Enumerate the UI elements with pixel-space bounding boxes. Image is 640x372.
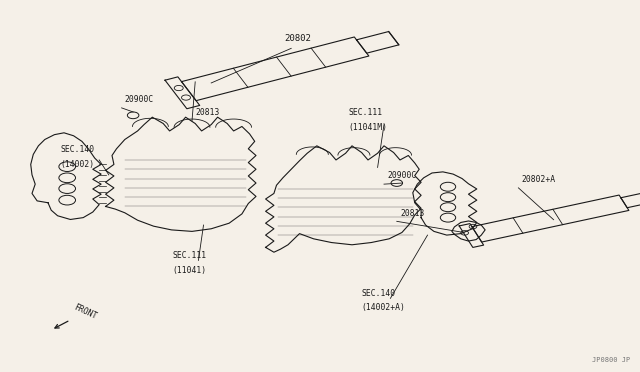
- Text: (11041): (11041): [173, 266, 207, 275]
- Text: 20813: 20813: [400, 209, 424, 218]
- Text: 20813: 20813: [195, 108, 220, 117]
- Text: (14002+A): (14002+A): [362, 304, 406, 312]
- Text: 20802: 20802: [284, 34, 311, 43]
- Text: (11041M): (11041M): [349, 123, 388, 132]
- Text: 20900C: 20900C: [125, 95, 154, 104]
- Text: 20802+A: 20802+A: [522, 175, 556, 184]
- Text: SEC.111: SEC.111: [173, 251, 207, 260]
- Text: SEC.140: SEC.140: [61, 145, 95, 154]
- Text: 20900C: 20900C: [387, 171, 417, 180]
- Text: SEC.140: SEC.140: [362, 289, 396, 298]
- Text: JP0800 JP: JP0800 JP: [592, 357, 630, 363]
- Text: SEC.111: SEC.111: [349, 108, 383, 117]
- Text: (14002): (14002): [61, 160, 95, 169]
- Text: FRONT: FRONT: [72, 302, 98, 321]
